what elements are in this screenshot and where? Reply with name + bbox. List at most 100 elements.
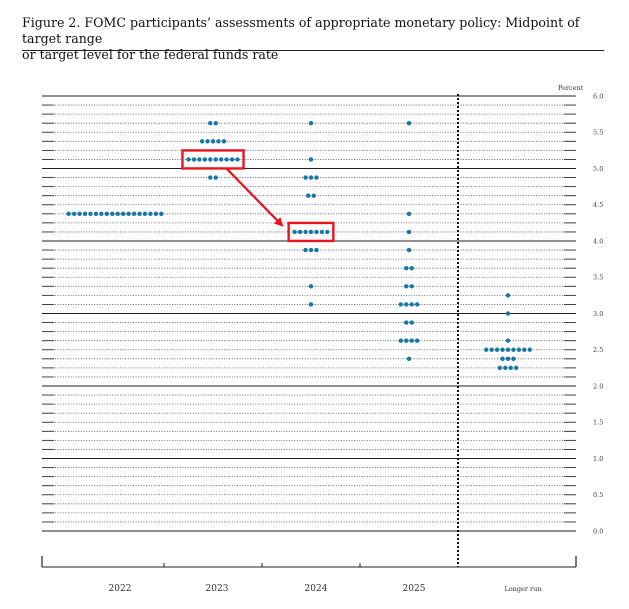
dot — [213, 157, 218, 162]
dot — [308, 175, 314, 180]
dot — [77, 211, 82, 217]
dot — [216, 139, 221, 144]
dot — [218, 157, 224, 162]
dot — [505, 311, 511, 316]
dot — [527, 347, 532, 352]
dot — [297, 229, 303, 235]
dot — [522, 347, 527, 352]
dot — [398, 302, 404, 307]
dot — [303, 175, 308, 180]
dot — [159, 211, 164, 217]
y-axis-ticks: 0.0 0.5 1.0 1.5 2.0 2.5 3.0 3.5 4.0 4.5 5.0 5.5 6.0 — [593, 92, 603, 535]
dot — [110, 211, 115, 217]
dot — [308, 120, 314, 126]
dot — [308, 229, 314, 235]
dot — [120, 211, 126, 217]
dot — [484, 347, 489, 352]
dot — [314, 247, 319, 253]
y-tick-label: 4.5 — [593, 201, 603, 209]
unit-label: Percent — [558, 84, 584, 92]
dot — [409, 320, 414, 325]
dot — [186, 157, 191, 162]
dot — [494, 347, 500, 352]
dot — [224, 157, 229, 162]
dot — [131, 211, 137, 217]
y-tick-label: 5.0 — [593, 165, 603, 173]
dot — [505, 293, 511, 298]
dot — [137, 211, 142, 217]
dot — [191, 157, 197, 162]
dot — [314, 175, 319, 180]
dot — [511, 356, 516, 362]
dot — [205, 139, 210, 144]
dot — [208, 157, 213, 162]
figure-title-line-1: Figure 2. FOMC participants’ assessments… — [22, 15, 580, 46]
dot — [404, 302, 409, 307]
highlight-box — [181, 149, 245, 170]
dot — [505, 356, 511, 362]
dot — [99, 211, 104, 217]
y-tick-label: 1.0 — [593, 455, 603, 463]
y-tick-label: 3.0 — [593, 310, 603, 318]
dot — [406, 120, 412, 126]
dot — [208, 120, 213, 126]
dot — [229, 157, 235, 162]
y-tick-label: 4.0 — [593, 237, 603, 245]
dot — [213, 175, 218, 180]
dot — [314, 229, 319, 235]
dot — [505, 338, 511, 343]
dot — [406, 356, 412, 362]
dot — [409, 284, 414, 289]
dot — [404, 338, 409, 343]
dot — [71, 211, 77, 217]
y-tick-label: 5.5 — [593, 129, 603, 137]
dot — [311, 193, 316, 198]
dot — [82, 211, 88, 217]
y-tick-label: 0.5 — [593, 491, 603, 499]
dot — [292, 229, 297, 235]
y-tick-label: 6.0 — [593, 92, 603, 100]
dot — [235, 157, 240, 162]
dot — [197, 157, 202, 162]
dot — [148, 211, 153, 217]
dot — [505, 347, 511, 352]
x-category-label: 2024 — [305, 584, 328, 594]
dot — [142, 211, 148, 217]
dot — [414, 338, 420, 343]
grid-lines — [42, 95, 576, 532]
dot — [93, 211, 99, 217]
highlights — [181, 149, 335, 243]
dot — [513, 365, 519, 371]
dot — [511, 347, 516, 352]
dot — [319, 229, 325, 235]
dot — [406, 247, 412, 253]
dot — [153, 211, 159, 217]
dot — [409, 265, 414, 271]
x-category-label: Longer run — [504, 585, 541, 593]
dot — [308, 157, 314, 162]
x-axis: 2022 2023 2024 2025 Longer run — [41, 556, 577, 594]
dot — [489, 347, 494, 352]
dot — [404, 320, 409, 325]
dot — [210, 139, 216, 144]
dot — [497, 365, 503, 371]
x-category-label: 2025 — [403, 584, 426, 594]
dot — [404, 284, 409, 289]
dot — [115, 211, 120, 217]
y-tick-label: 1.5 — [593, 419, 603, 427]
dot — [202, 157, 208, 162]
dot — [66, 211, 71, 217]
dot — [221, 139, 227, 144]
highlight-box — [287, 221, 335, 243]
y-tick-label: 2.0 — [593, 382, 603, 390]
dot — [516, 347, 522, 352]
dot — [500, 347, 505, 352]
dots — [66, 120, 532, 371]
dot — [308, 247, 314, 253]
x-category-label: 2022 — [109, 584, 132, 594]
title-rule — [22, 50, 604, 51]
y-tick-label: 3.5 — [593, 274, 603, 282]
dot — [398, 338, 404, 343]
dot — [208, 175, 213, 180]
